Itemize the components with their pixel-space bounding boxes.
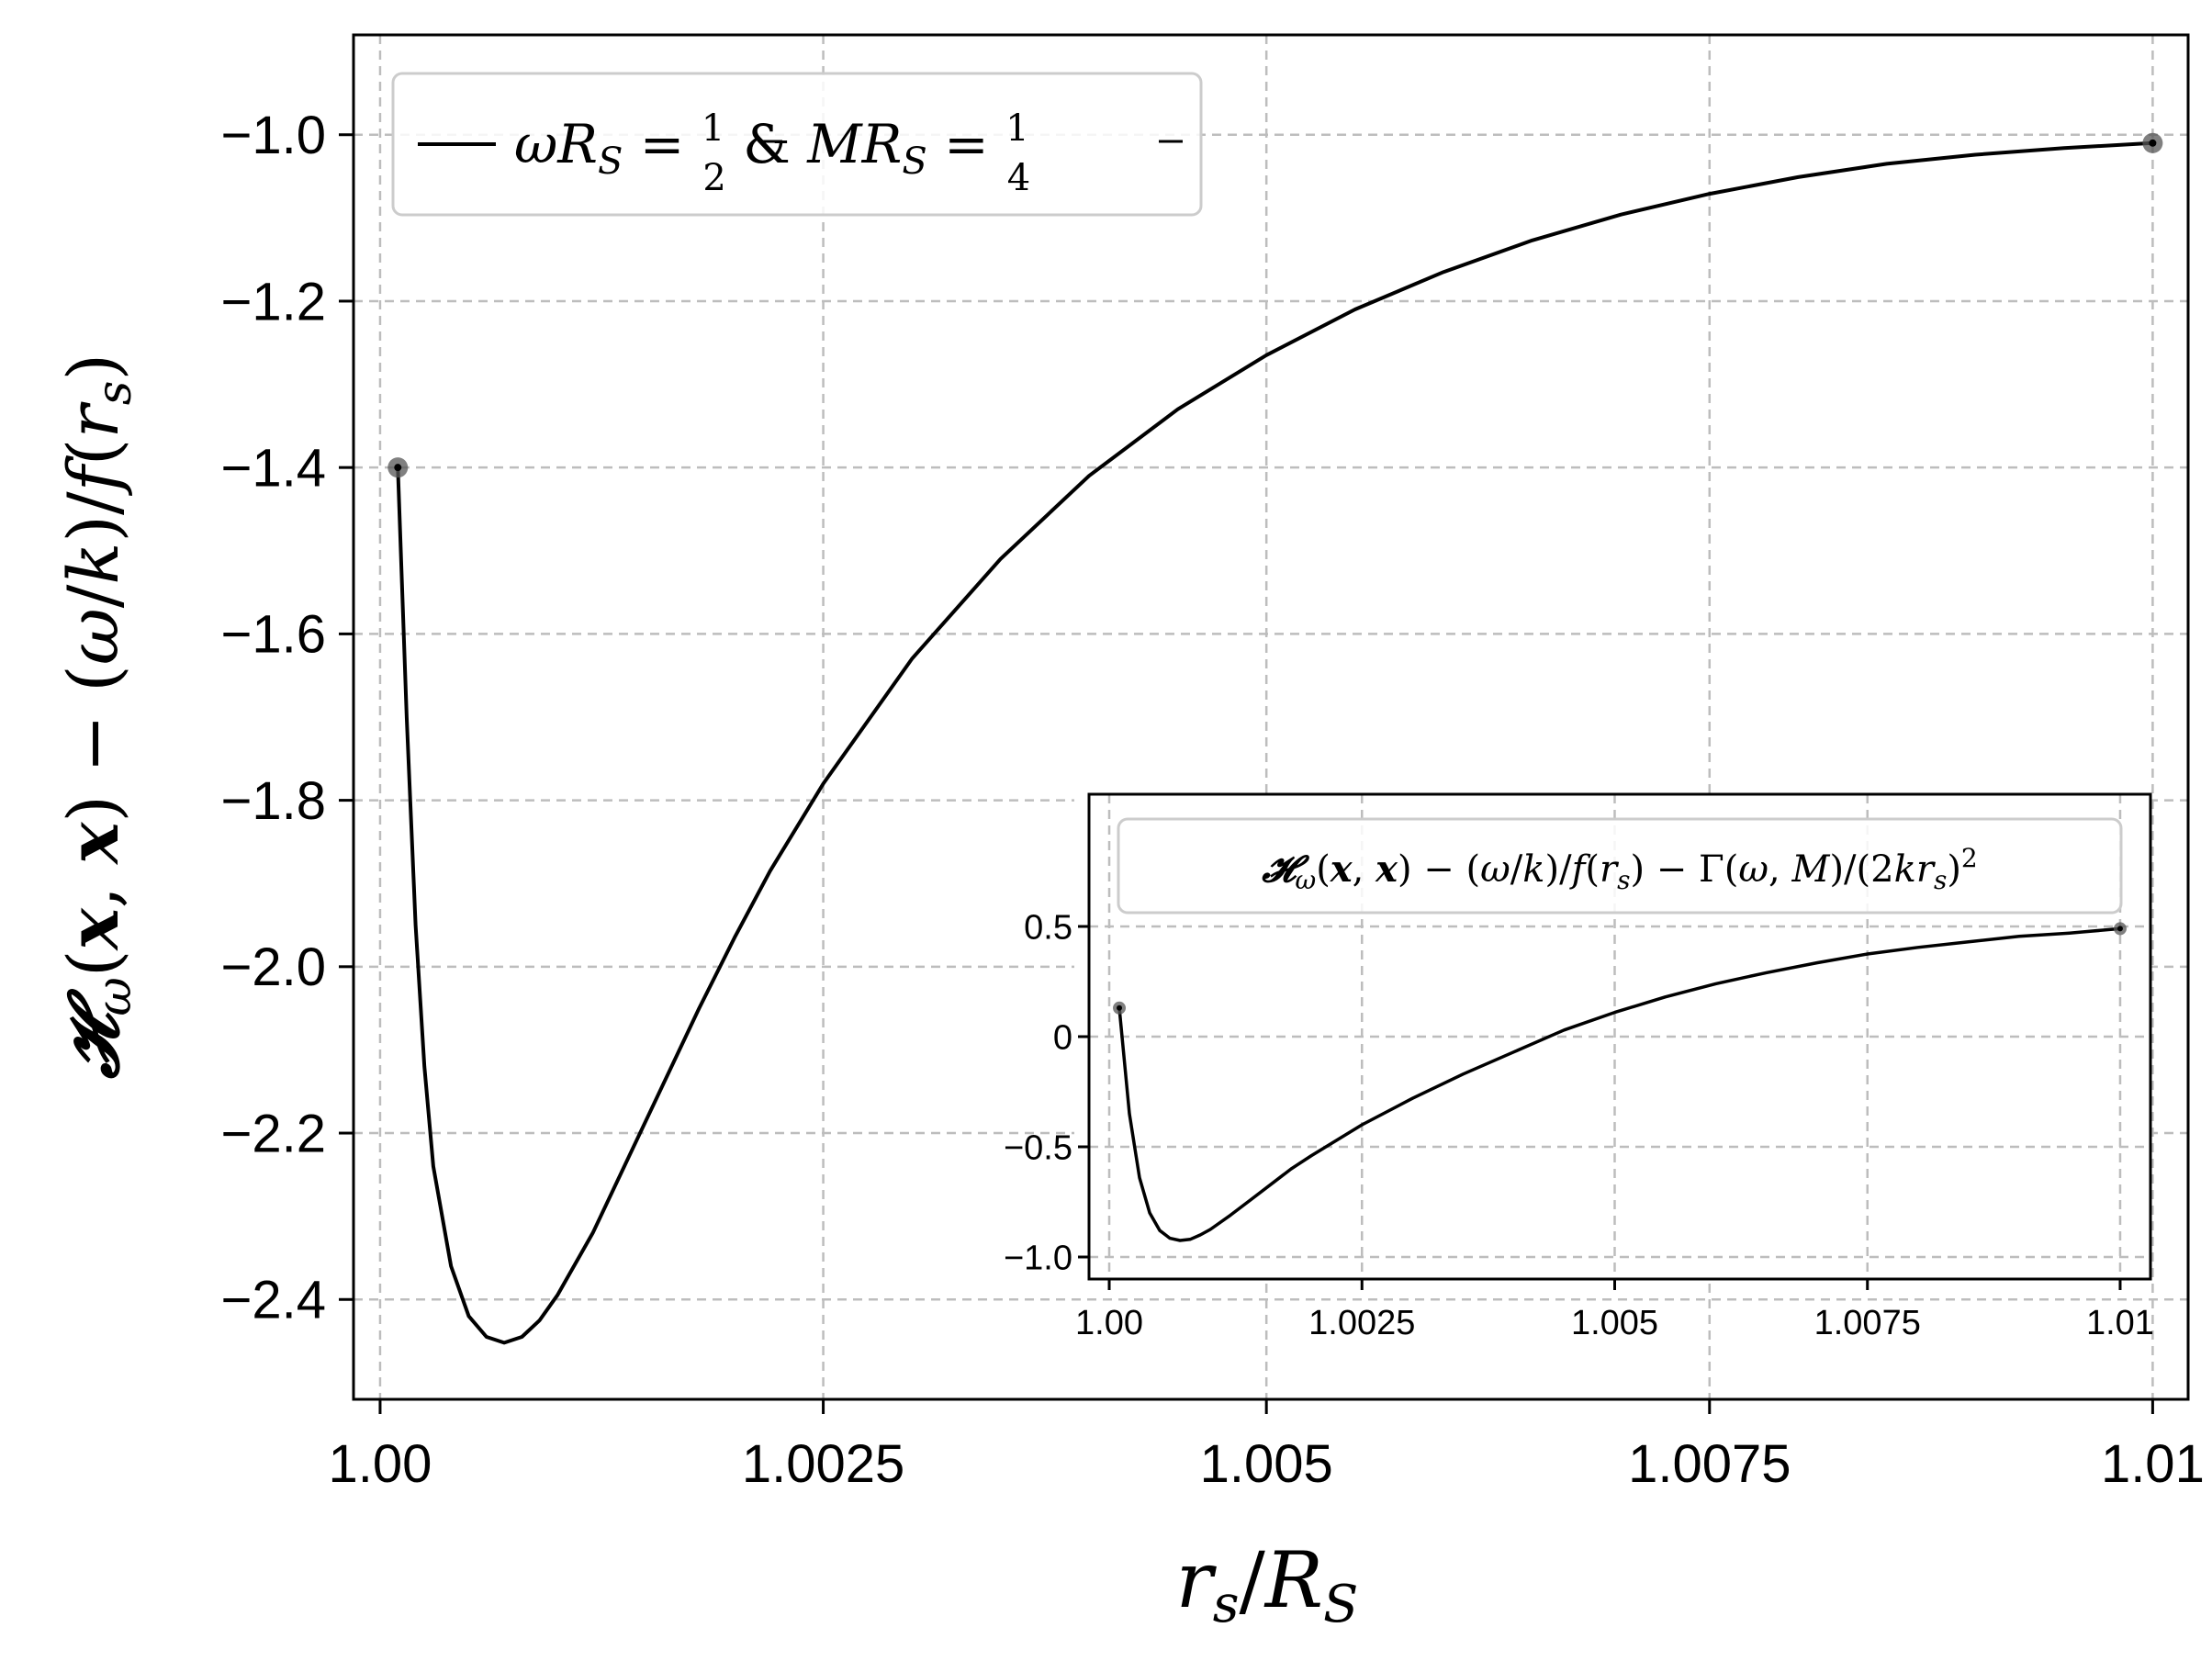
- main-y-tick-label: −1.2: [221, 272, 327, 331]
- main-y-tick-label: −1.0: [221, 106, 327, 165]
- main-y-tick-label: −1.8: [221, 771, 327, 831]
- main-grid: [354, 35, 2188, 1399]
- inset-series-line: [1117, 926, 2121, 1242]
- inset-x-tick-label: 1.0025: [1308, 1304, 1415, 1342]
- main-axes-frame: [352, 33, 2190, 1401]
- main-y-tick-label: −2.2: [221, 1104, 327, 1163]
- inset-x-tick-label: 1.0075: [1814, 1304, 1921, 1342]
- svg-text:𝓗ω(𝒙, 𝒙) − (ω/k)/f(rs): 𝓗ω(𝒙, 𝒙) − (ω/k)/f(rs): [52, 354, 142, 1079]
- main-y-tick-label: −1.6: [221, 605, 327, 665]
- inset-x-tick-label: 1.01: [2086, 1304, 2154, 1342]
- main-x-tick-label: 1.005: [1200, 1434, 1333, 1494]
- inset-y-tick-label: −0.5: [1004, 1128, 1072, 1167]
- inset-ticks: 1.00 1.0025 1.005 1.0075 1.01 0.5 0 −0.5 −1.0: [1004, 908, 2154, 1342]
- inset-legend-label: 𝓗ω(𝒙, 𝒙) − (ω/k)/f(rs) − Γ(ω, M)/(2krs)2: [1262, 843, 1978, 895]
- inset-y-tick-label: 0: [1053, 1018, 1072, 1057]
- inset-legend-frame: [1117, 817, 2123, 915]
- main-legend-frame: [391, 72, 1203, 217]
- main-plot: [387, 132, 2163, 1345]
- inset-endpoint-marker-core: [1117, 1004, 1123, 1011]
- inset-chart: 1.00 1.0025 1.005 1.0075 1.01 0.5 0 −0.5 −1.0 𝓗ω…: [1004, 792, 2154, 1342]
- main-x-tick-label: 1.01: [2101, 1434, 2205, 1494]
- inset-plot: [1113, 922, 2127, 1242]
- main-endpoint-marker-core: [2149, 139, 2157, 147]
- inset-y-tick-label: 0.5: [1024, 908, 1072, 947]
- main-y-tick-label: −2.0: [221, 937, 327, 997]
- inset-legend: 𝓗ω(𝒙, 𝒙) − (ω/k)/f(rs) − Γ(ω, M)/(2krs)2: [1117, 817, 2123, 915]
- inset-x-tick-label: 1.00: [1075, 1304, 1143, 1342]
- svg-text:rs/RS: rs/RS: [1176, 1535, 1359, 1634]
- main-x-tick-label: 1.0075: [1628, 1434, 1791, 1494]
- inset-endpoint-marker-core: [2117, 926, 2123, 932]
- main-x-tick-label: 1.00: [329, 1434, 432, 1494]
- main-y-tick-label: −2.4: [221, 1271, 327, 1330]
- main-axes: [352, 33, 2190, 1401]
- main-x-axis-label: rs/RS: [1176, 1535, 1359, 1634]
- main-x-tick-label: 1.0025: [742, 1434, 904, 1494]
- inset-x-tick-label: 1.005: [1571, 1304, 1658, 1342]
- main-endpoint-marker-core: [394, 464, 402, 472]
- inset-y-tick-label: −1.0: [1004, 1239, 1072, 1277]
- main-y-axis-label: 𝓗ω(𝒙, 𝒙) − (ω/k)/f(rs): [52, 354, 142, 1079]
- main-ticks: 1.00 1.0025 1.005 1.0075 1.01 −1.0 −1.2 −1.4 −1.…: [221, 106, 2205, 1494]
- main-y-tick-label: −1.4: [221, 438, 327, 498]
- main-series-line: [396, 140, 2153, 1345]
